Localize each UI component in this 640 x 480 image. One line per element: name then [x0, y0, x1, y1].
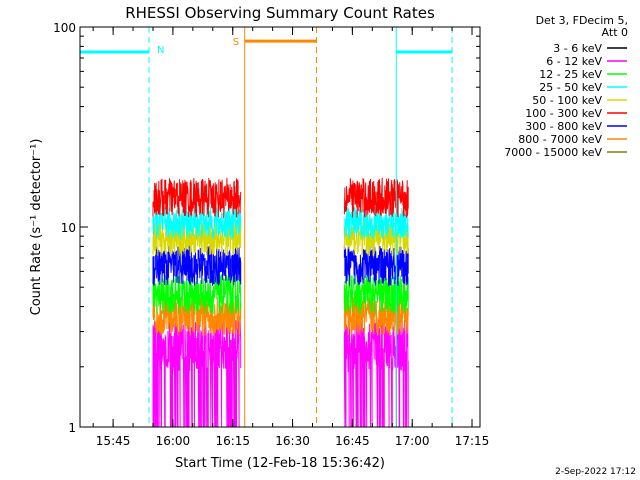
y-tick-label: 10: [61, 221, 76, 235]
legend-item-label: 800 - 7000 keV: [518, 133, 602, 146]
axes: 1 10 100 15:45 16:00 16:15 16:30 16:45 17:00 17:1…: [53, 21, 489, 448]
legend-item-label: 12 - 25 keV: [539, 68, 602, 81]
series-trace-1-25-50kev: [343, 206, 409, 239]
chart-title: RHESSI Observing Summary Count Rates: [125, 4, 435, 22]
legend-item-label: 3 - 6 keV: [553, 42, 602, 55]
footer-timestamp: 2-Sep-2022 17:12: [555, 467, 636, 477]
series-trace-0-300-800kev: [152, 245, 242, 286]
x-axis-label: Start Time (12-Feb-18 15:36:42): [175, 456, 385, 471]
x-tick-label: 16:15: [215, 434, 250, 448]
series-trace-1-300-800kev: [343, 244, 409, 287]
legend-item-label: 300 - 800 keV: [525, 120, 602, 133]
legend-item-label: 6 - 12 keV: [546, 55, 602, 68]
night-label: N: [157, 45, 164, 56]
y-tick-label: 1: [68, 421, 76, 435]
x-tick-label: 16:45: [335, 434, 370, 448]
series-trace-1-6-12-kev: [343, 316, 409, 428]
series-trace-0-25-50kev: [152, 206, 242, 241]
series-trace-1-12-25kev: [343, 275, 409, 315]
legend-item-label: 7000 - 15000 keV: [504, 146, 602, 159]
x-tick-label: 17:00: [395, 434, 430, 448]
x-tick-label: 16:30: [275, 434, 310, 448]
legend-header-line1: Det 3, FDecim 5,: [536, 14, 628, 27]
legend-item-label: 50 - 100 keV: [532, 94, 602, 107]
series-trace-0-6-12-kev: [152, 316, 242, 428]
plot-area: NS: [79, 27, 453, 428]
series-trace-0-800-7000kev: [152, 295, 242, 336]
x-tick-label: 16:00: [156, 434, 191, 448]
series-trace-1-100-300kev: [343, 177, 409, 218]
plot-frame: [79, 26, 481, 428]
legend-item-label: 100 - 300 keV: [525, 107, 602, 120]
saa-label: S: [233, 37, 239, 48]
y-tick-label: 100: [53, 21, 76, 35]
legend-item-label: 25 - 50 keV: [539, 81, 602, 94]
x-tick-label: 15:45: [96, 434, 131, 448]
series-trace-0-100-300kev: [152, 177, 242, 218]
y-axis-label: Count Rate (s⁻¹ detector⁻¹): [29, 139, 44, 316]
x-tick-label: 17:15: [455, 434, 490, 448]
legend-header-line2: Att 0: [602, 26, 628, 39]
series-trace-1-800-7000kev: [343, 295, 409, 336]
